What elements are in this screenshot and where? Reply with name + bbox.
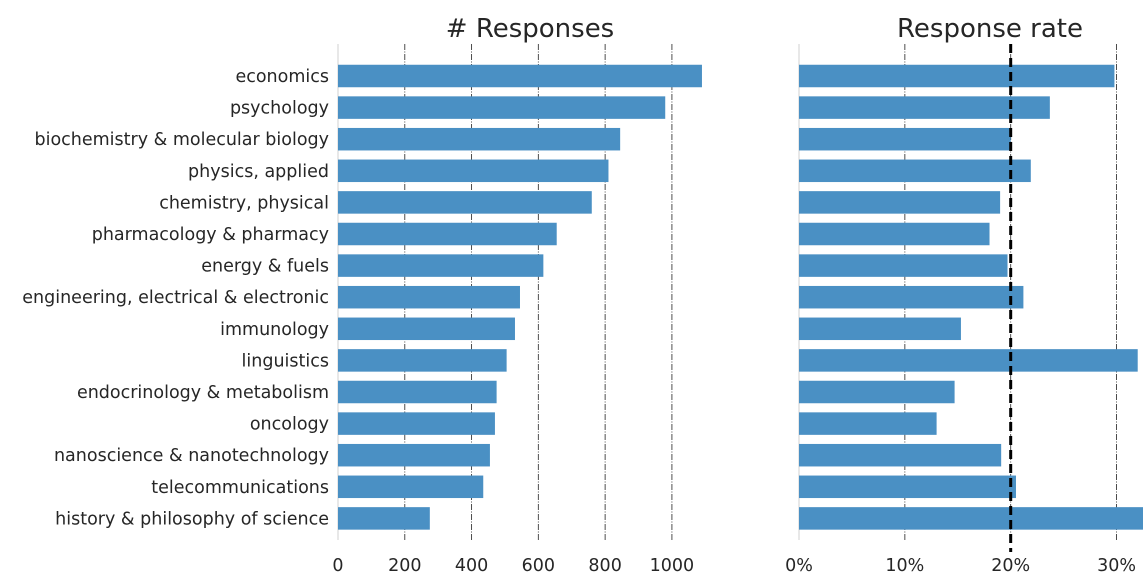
response-rate-bar <box>799 127 1011 151</box>
category-label: immunology <box>220 320 329 340</box>
category-label: oncology <box>250 415 329 435</box>
response-rate-tick-label: 20% <box>991 556 1030 576</box>
category-label: history & philosophy of science <box>55 509 329 529</box>
category-label: nanoscience & nanotechnology <box>54 446 329 466</box>
responses-tick-label: 800 <box>588 556 621 576</box>
responses-bar <box>338 64 702 88</box>
response-rate-tick-label: 10% <box>885 556 924 576</box>
response-rate-panel-title: Response rate <box>897 14 1083 44</box>
response-rate-bar <box>799 412 937 435</box>
responses-bar <box>338 191 592 214</box>
responses-bar <box>338 127 621 151</box>
category-label: biochemistry & molecular biology <box>34 130 329 150</box>
category-label: physics, applied <box>188 162 329 182</box>
category-label: endocrinology & metabolism <box>77 383 329 403</box>
response-rate-bar <box>799 64 1115 88</box>
response-rate-bar <box>799 507 1143 530</box>
responses-bar <box>338 380 497 404</box>
responses-tick-label: 600 <box>522 556 555 576</box>
response-rate-bar <box>799 285 1024 309</box>
responses-bar <box>338 475 484 499</box>
responses-bar <box>338 507 430 530</box>
response-rate-bar <box>799 222 990 246</box>
responses-panel: # Responses economics psychology biochemis… <box>22 14 702 576</box>
response-rate-bar <box>799 475 1016 499</box>
response-rate-panel: Response rate 0% 10% 20% 30% <box>785 14 1143 576</box>
response-rate-x-axis: 0% 10% 20% 30% <box>785 556 1136 576</box>
responses-bar <box>338 254 544 277</box>
response-rate-bar <box>799 317 961 341</box>
responses-bar <box>338 159 609 183</box>
responses-bar <box>338 317 515 341</box>
response-rate-bar <box>799 159 1031 183</box>
category-label: engineering, electrical & electronic <box>22 288 329 308</box>
category-label: chemistry, physical <box>159 193 329 213</box>
responses-bar <box>338 349 507 372</box>
responses-tick-label: 200 <box>388 556 421 576</box>
responses-tick-label: 0 <box>332 556 343 576</box>
responses-bar <box>338 285 520 309</box>
responses-tick-label: 400 <box>455 556 488 576</box>
category-label: pharmacology & pharmacy <box>92 225 329 245</box>
response-rate-bar <box>799 380 955 404</box>
category-label: linguistics <box>242 351 329 371</box>
category-label: economics <box>235 67 329 87</box>
response-rate-bar <box>799 254 1008 277</box>
response-rate-bar <box>799 191 1001 214</box>
response-rate-bar <box>799 443 1002 467</box>
responses-x-axis: 0 200 400 600 800 1000 <box>332 556 694 576</box>
responses-bar <box>338 443 490 467</box>
response-rate-tick-label: 0% <box>785 556 813 576</box>
response-rate-bar <box>799 349 1138 372</box>
category-label: telecommunications <box>151 478 329 498</box>
category-labels: economics psychology biochemistry & molecu… <box>22 67 329 529</box>
responses-bars <box>338 64 702 530</box>
category-label: energy & fuels <box>201 257 329 277</box>
responses-bar <box>338 96 666 119</box>
responses-tick-label: 1000 <box>650 556 695 576</box>
response-rate-bar <box>799 96 1050 119</box>
responses-panel-title: # Responses <box>446 14 614 44</box>
category-label: psychology <box>230 99 329 119</box>
response-rate-tick-label: 30% <box>1097 556 1136 576</box>
responses-bar <box>338 222 557 246</box>
response-rate-bars <box>799 64 1143 530</box>
responses-bar <box>338 412 495 435</box>
